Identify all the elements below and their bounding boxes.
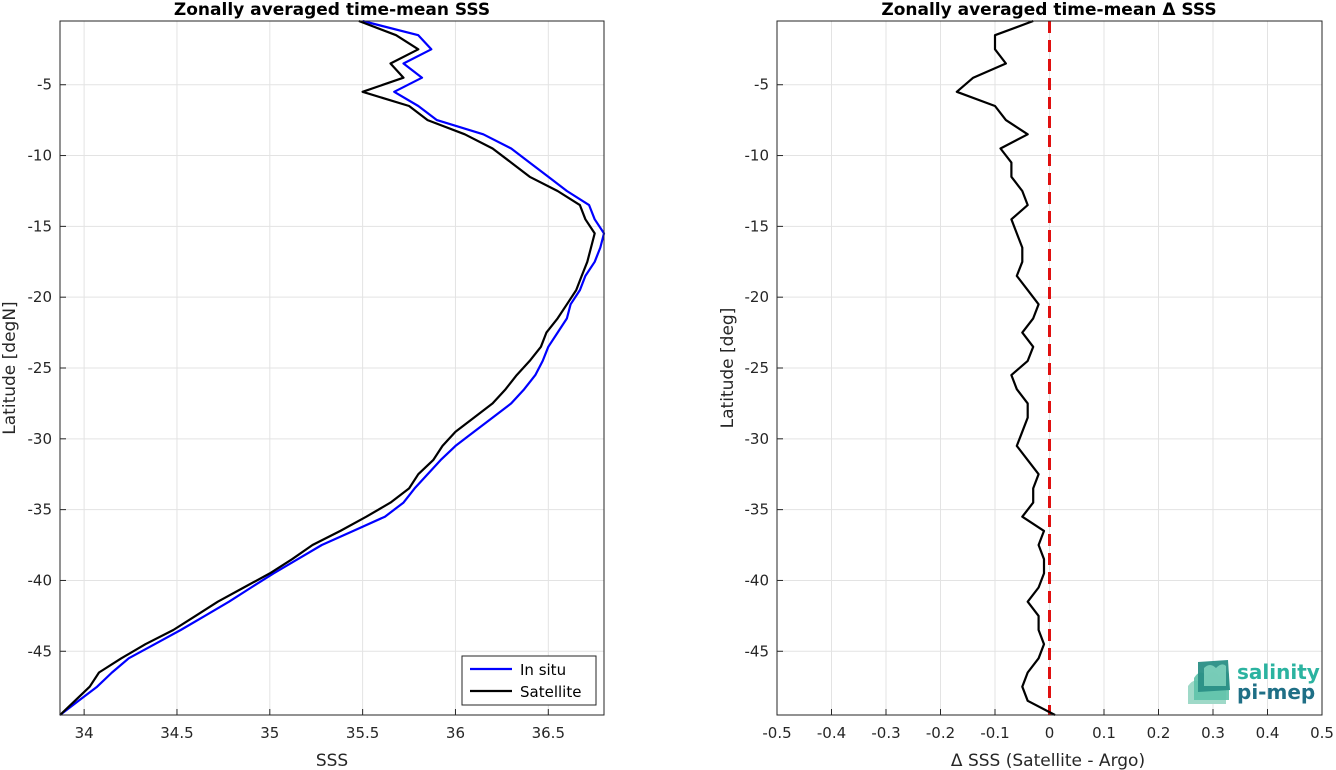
right-plot-box <box>776 20 1323 716</box>
y-tick-label: -35 <box>28 501 53 519</box>
x-tick-label: 0.5 <box>1310 724 1334 742</box>
x-tick-label: 35.5 <box>346 724 379 742</box>
y-tick-label: -25 <box>745 359 770 377</box>
right-chart-title: Zonally averaged time-mean Δ SSS <box>881 0 1216 20</box>
legend: In situ Satellite <box>461 655 597 706</box>
right-series <box>955 19 1056 716</box>
x-tick-label: 34 <box>75 724 94 742</box>
y-tick-label: -45 <box>28 642 53 660</box>
x-tick-label: -0.5 <box>762 724 791 742</box>
left-ticks: 34 34.5 35 35.5 36 36.5 -5 -10 -15 -20 -25 -30 -35 -4… <box>28 76 566 742</box>
y-tick-label: -40 <box>745 571 770 589</box>
x-tick-label: -0.1 <box>980 724 1009 742</box>
panel-left: Zonally averaged time-mean SSS 34 34.5 35 3… <box>0 0 606 770</box>
right-ticks: -0.5 -0.4 -0.3 -0.2 -0.1 0 0.1 0.2 0.3 0.4 0.5 -5 -1… <box>745 76 1334 742</box>
y-tick-label: -15 <box>28 217 53 235</box>
series-line-difference <box>955 19 1056 716</box>
series-line-in-situ <box>59 19 606 716</box>
y-tick-label: -15 <box>745 217 770 235</box>
x-tick-label: 0.2 <box>1147 724 1171 742</box>
y-tick-label: -20 <box>745 288 770 306</box>
panel-right: Zonally averaged time-mean Δ SSS -0.5 -0.… <box>718 0 1334 770</box>
left-x-axis-label: SSS <box>316 751 348 770</box>
x-tick-label: -0.3 <box>871 724 900 742</box>
left-grid <box>60 21 604 715</box>
waves-icon <box>1188 660 1230 704</box>
x-tick-label: 36 <box>446 724 465 742</box>
y-tick-label: -10 <box>745 147 770 165</box>
x-tick-label: 0.4 <box>1256 724 1280 742</box>
x-tick-label: 36.5 <box>532 724 565 742</box>
y-tick-label: -5 <box>754 76 769 94</box>
salinity-pimep-logo: salinity pi-mep <box>1188 660 1320 704</box>
y-tick-label: -40 <box>28 571 53 589</box>
y-tick-label: -10 <box>28 147 53 165</box>
x-tick-label: 35 <box>260 724 279 742</box>
y-tick-label: -30 <box>28 430 53 448</box>
left-series <box>59 19 606 716</box>
logo-text-salinity: salinity <box>1237 660 1320 684</box>
x-tick-label: -0.2 <box>926 724 955 742</box>
y-tick-label: -35 <box>745 501 770 519</box>
y-tick-label: -25 <box>28 359 53 377</box>
logo-text-pimep: pi-mep <box>1237 680 1315 704</box>
y-tick-label: -20 <box>28 288 53 306</box>
right-y-axis-label: Latitude [deg] <box>718 308 738 429</box>
legend-label-in-situ: In situ <box>520 661 566 679</box>
right-x-axis-label: Δ SSS (Satellite - Argo) <box>951 751 1145 770</box>
x-tick-label: 0.3 <box>1201 724 1225 742</box>
left-y-axis-label: Latitude [degN] <box>0 301 20 434</box>
x-tick-label: 34.5 <box>160 724 193 742</box>
legend-box <box>461 655 597 706</box>
series-line-satellite <box>59 19 596 716</box>
x-tick-label: -0.4 <box>817 724 846 742</box>
x-tick-label: 0 <box>1045 724 1055 742</box>
x-tick-label: 0.1 <box>1092 724 1116 742</box>
y-tick-label: -45 <box>745 642 770 660</box>
left-chart-title: Zonally averaged time-mean SSS <box>174 0 490 20</box>
left-plot-box <box>59 20 605 716</box>
y-tick-label: -30 <box>745 430 770 448</box>
y-tick-label: -5 <box>37 76 52 94</box>
legend-label-satellite: Satellite <box>520 683 581 701</box>
